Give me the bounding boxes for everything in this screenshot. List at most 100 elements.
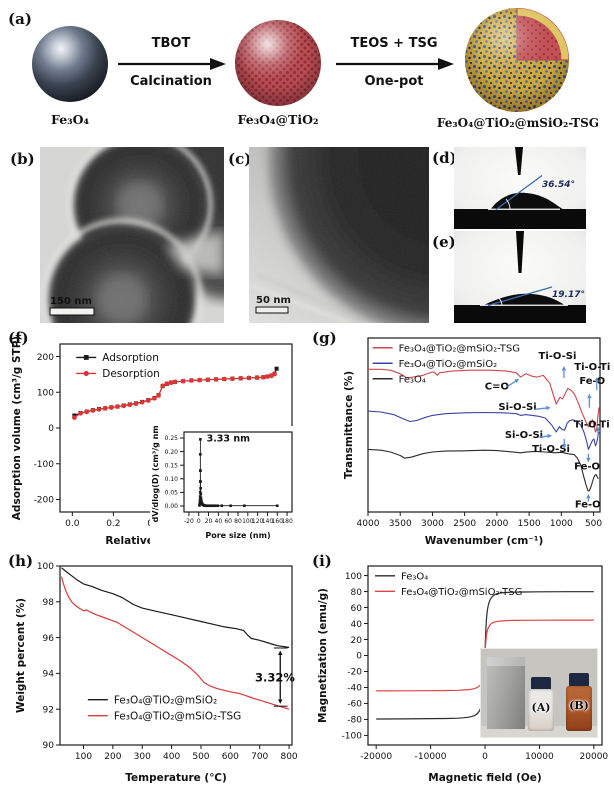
fe3o4-sphere xyxy=(32,26,108,102)
vial-a-label: (A) xyxy=(531,701,551,714)
scalebar-label-c: 50 nm xyxy=(256,295,291,306)
svg-text:Ti-O-Si: Ti-O-Si xyxy=(539,351,577,362)
vial-b-label: (B) xyxy=(569,699,589,712)
svg-text:2500: 2500 xyxy=(453,519,476,529)
svg-text:60: 60 xyxy=(351,604,363,614)
angle-line xyxy=(487,286,553,307)
svg-text:Fe₃O₄@TiO₂@mSiO₂: Fe₃O₄@TiO₂@mSiO₂ xyxy=(399,359,497,370)
svg-text:Magnetization (emu/g): Magnetization (emu/g) xyxy=(317,588,329,723)
svg-text:100: 100 xyxy=(37,388,54,398)
stage1-label: Fe₃O₄ xyxy=(51,112,89,127)
svg-text:Ti-O-Ti: Ti-O-Ti xyxy=(574,362,610,373)
svg-text:-100: -100 xyxy=(342,732,363,742)
svg-text:200: 200 xyxy=(104,752,121,762)
scalebar-b xyxy=(49,307,95,316)
svg-text:90: 90 xyxy=(43,741,55,751)
svg-text:0.20: 0.20 xyxy=(165,449,179,456)
svg-text:400: 400 xyxy=(163,752,180,762)
tem-image-b: 150 nm xyxy=(40,147,224,323)
substrate xyxy=(454,305,586,323)
svg-text:-20: -20 xyxy=(184,518,194,525)
svg-text:0.10: 0.10 xyxy=(165,476,179,483)
svg-text:-10000: -10000 xyxy=(415,752,447,762)
angle-line xyxy=(495,174,543,211)
stage3-label: Fe₃O₄@TiO₂@mSiO₂-TSG xyxy=(436,116,600,130)
svg-text:Desorption: Desorption xyxy=(102,368,160,380)
svg-text:40: 40 xyxy=(351,620,363,630)
vial-b-body xyxy=(566,686,592,731)
panel-label-c: (c) xyxy=(228,150,252,168)
stage2-label: Fe₃O₄@TiO₂ xyxy=(237,112,319,127)
svg-text:Weight percent (%): Weight percent (%) xyxy=(15,598,27,713)
fe3o4-sphere-illustration xyxy=(32,26,108,102)
dispenser-needle xyxy=(515,147,523,175)
svg-text:500: 500 xyxy=(192,752,209,762)
magnet xyxy=(487,666,525,729)
svg-text:Si-O-Si: Si-O-Si xyxy=(498,402,536,413)
svg-text:Transmittance (%): Transmittance (%) xyxy=(343,371,355,479)
svg-text:Fe₃O₄: Fe₃O₄ xyxy=(401,571,428,582)
svg-text:-100: -100 xyxy=(34,460,55,470)
svg-text:Si-O-Si: Si-O-Si xyxy=(505,430,543,441)
svg-text:120: 120 xyxy=(252,518,264,525)
water-droplet xyxy=(482,293,566,306)
panel-label-d: (d) xyxy=(432,149,457,167)
vial-b: (B) xyxy=(565,673,593,731)
svg-text:600: 600 xyxy=(222,752,239,762)
svg-text:-80: -80 xyxy=(347,716,362,726)
svg-text:800: 800 xyxy=(280,752,297,762)
arrow2-bottom-label: One-pot xyxy=(364,74,424,89)
vial-a-cap xyxy=(531,677,551,690)
arrow1-top-label: TBOT xyxy=(151,36,191,51)
arrowhead-icon xyxy=(438,58,454,70)
svg-text:0.05: 0.05 xyxy=(165,490,179,497)
vial-b-cap xyxy=(569,673,589,687)
svg-text:0.0: 0.0 xyxy=(65,519,80,529)
svg-text:1000: 1000 xyxy=(550,519,573,529)
vial-a: (A) xyxy=(527,677,555,731)
svg-text:98: 98 xyxy=(43,598,55,608)
panel-label-b: (b) xyxy=(10,150,35,168)
magnetic-separation-photo: (A) (B) xyxy=(480,648,598,738)
svg-text:0: 0 xyxy=(197,518,201,525)
substrate xyxy=(454,209,586,229)
arrowhead-icon xyxy=(210,58,226,70)
svg-text:Fe-O: Fe-O xyxy=(574,461,600,472)
scalebar-c xyxy=(255,306,289,314)
svg-text:96: 96 xyxy=(43,634,55,644)
svg-text:Fe₃O₄@TiO₂@mSiO₂-TSG: Fe₃O₄@TiO₂@mSiO₂-TSG xyxy=(114,710,241,722)
fe3o4-tio2-sphere-illustration xyxy=(235,20,321,106)
svg-text:Ti-O-Ti: Ti-O-Ti xyxy=(574,420,610,431)
svg-text:0.2: 0.2 xyxy=(106,519,120,529)
svg-text:0: 0 xyxy=(48,424,54,434)
chart-tga: 100 200 300 400 500 600 700 800 90 92 94 96 98 100 Fe₃… xyxy=(15,562,298,784)
fe3o4-tio2-msio2-sphere-illustration xyxy=(465,8,569,112)
svg-text:3000: 3000 xyxy=(421,519,444,529)
svg-text:0.00: 0.00 xyxy=(165,503,179,510)
svg-text:0: 0 xyxy=(356,652,362,662)
svg-text:-60: -60 xyxy=(347,700,362,710)
svg-text:4000: 4000 xyxy=(357,519,380,529)
svg-text:-20000: -20000 xyxy=(360,752,392,762)
chart-magnetization: -20000 -10000 0 10000 20000 -100 -80 -60 -40 -20 0… xyxy=(317,565,608,784)
svg-text:160: 160 xyxy=(272,518,284,525)
svg-text:1500: 1500 xyxy=(518,519,541,529)
svg-text:dV/dlog(D) (cm³/g nm): dV/dlog(D) (cm³/g nm) xyxy=(151,426,160,522)
svg-text:94: 94 xyxy=(43,670,55,680)
svg-text:Temperature (℃): Temperature (℃) xyxy=(125,772,227,784)
svg-text:Ti-O-Si: Ti-O-Si xyxy=(532,444,570,455)
svg-text:300: 300 xyxy=(134,752,151,762)
svg-text:80: 80 xyxy=(351,588,363,598)
svg-text:60: 60 xyxy=(224,518,232,525)
svg-text:-200: -200 xyxy=(34,496,55,506)
panel-label-e: (e) xyxy=(432,233,456,251)
svg-text:2000: 2000 xyxy=(485,519,508,529)
svg-text:40: 40 xyxy=(215,518,223,525)
svg-text:3.32%: 3.32% xyxy=(255,670,295,684)
vial-a-body xyxy=(528,689,554,731)
svg-text:-20: -20 xyxy=(347,668,362,678)
water-droplet xyxy=(490,192,564,210)
svg-text:Fe₃O₄@TiO₂@mSiO₂-TSG: Fe₃O₄@TiO₂@mSiO₂-TSG xyxy=(401,587,522,598)
